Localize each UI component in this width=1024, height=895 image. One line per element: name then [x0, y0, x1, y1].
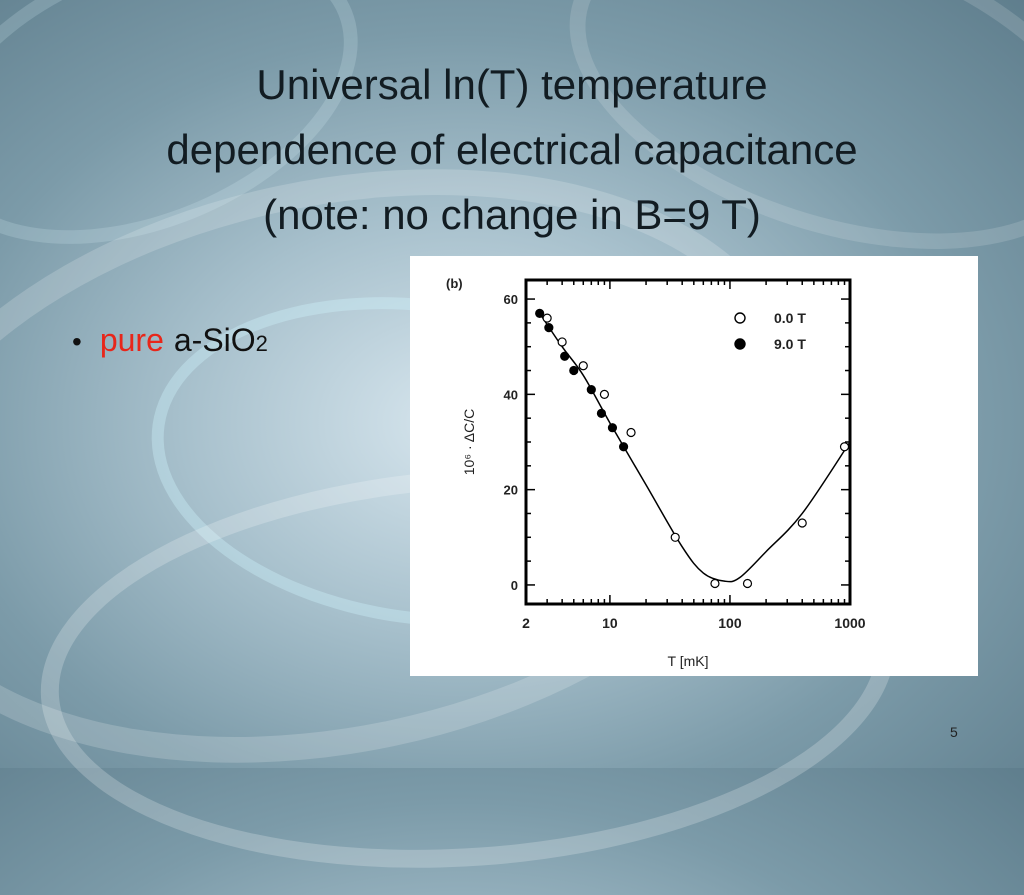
- data-point-9T: [560, 351, 570, 361]
- bullet-item: • pure a-SiO 2: [72, 322, 268, 359]
- bullet-highlight: pure: [99, 322, 164, 358]
- data-point-0T: [742, 578, 753, 589]
- x-tick-label: 1000: [834, 615, 865, 631]
- legend-label: 0.0 T: [774, 310, 806, 326]
- title-line-3: (note: no change in B=9 T): [263, 191, 761, 239]
- data-point-0T: [670, 532, 680, 542]
- y-axis-label: 10⁶ · ΔC/C: [461, 409, 477, 475]
- data-point-9T: [544, 323, 554, 333]
- data-point-9T: [586, 384, 596, 395]
- title-line-2: dependence of electrical capacitance: [166, 126, 858, 174]
- legend-marker: [734, 312, 746, 324]
- data-point-9T: [607, 423, 618, 433]
- x-axis-label: T [mK]: [668, 653, 709, 669]
- data-point-9T: [535, 308, 545, 318]
- data-point-0T: [578, 361, 588, 371]
- x-tick-label: 100: [718, 615, 742, 631]
- fit-curve: [539, 312, 851, 583]
- y-tick-label: 60: [504, 292, 518, 307]
- data-point-0T: [599, 389, 610, 399]
- y-tick-label: 20: [504, 483, 518, 498]
- chart-panel: 2 10 100 1000 0 20 40 60 T [mK] 10⁶ · ΔC/C (b) 0.0 …: [410, 256, 978, 676]
- data-point-0T: [626, 427, 636, 438]
- bullet-text: a-SiO: [173, 322, 256, 358]
- data-point-0T: [839, 442, 850, 452]
- legend-label: 9.0 T: [774, 336, 806, 352]
- data-point-0T: [797, 518, 807, 528]
- bullet-dot-icon: •: [72, 326, 82, 357]
- y-tick-label: 0: [511, 578, 518, 593]
- legend-marker: [734, 338, 746, 350]
- slide-title: Universal ln(T) temperature dependence o…: [40, 52, 984, 247]
- slide-number: 5: [950, 724, 958, 740]
- data-point-0T: [710, 578, 720, 589]
- data-point-0T: [542, 313, 552, 323]
- x-tick-label: 10: [602, 615, 618, 631]
- data-point-9T: [569, 365, 579, 376]
- data-point-9T: [618, 442, 629, 452]
- title-line-1: Universal ln(T) temperature: [256, 61, 768, 108]
- bullet-subscript: 2: [255, 331, 268, 356]
- panel-label: (b): [446, 276, 463, 291]
- x-tick-label: 2: [522, 615, 530, 631]
- capacitance-chart: 2 10 100 1000 0 20 40 60 T [mK] 10⁶ · ΔC/C (b) 0.0 …: [446, 276, 866, 669]
- data-point-0T: [557, 337, 567, 347]
- data-point-9T: [596, 408, 607, 419]
- y-tick-label: 40: [504, 387, 518, 402]
